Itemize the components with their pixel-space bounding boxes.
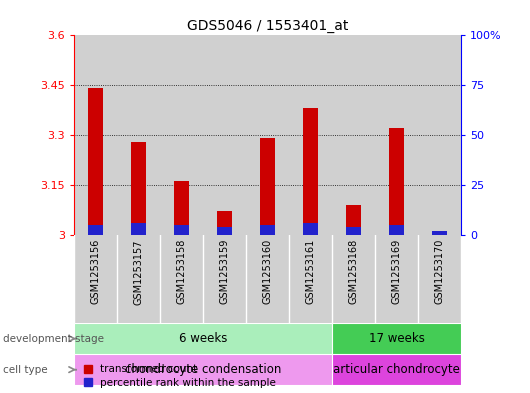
Bar [88, 225, 103, 235]
Bar [160, 35, 203, 235]
Bar [131, 141, 146, 235]
Bar [346, 227, 361, 235]
Bar [174, 225, 189, 235]
Title: GDS5046 / 1553401_at: GDS5046 / 1553401_at [187, 19, 348, 33]
Text: chondrocyte condensation: chondrocyte condensation [125, 363, 281, 376]
Bar [246, 35, 289, 235]
Bar [217, 227, 232, 235]
Bar [332, 323, 461, 354]
Text: GSM1253160: GSM1253160 [263, 239, 272, 304]
Bar [389, 129, 404, 235]
Bar [74, 323, 332, 354]
Bar [389, 225, 404, 235]
Text: GSM1253170: GSM1253170 [435, 239, 445, 305]
Bar [432, 231, 447, 235]
Bar [203, 35, 246, 235]
Bar [303, 223, 318, 235]
Bar [418, 35, 461, 235]
Bar [332, 35, 375, 235]
Text: 17 weeks: 17 weeks [369, 332, 425, 345]
Text: GSM1253156: GSM1253156 [91, 239, 101, 305]
Bar [74, 35, 117, 235]
Bar [131, 223, 146, 235]
Bar [174, 182, 189, 235]
Text: GSM1253169: GSM1253169 [392, 239, 402, 304]
Text: GSM1253161: GSM1253161 [306, 239, 316, 304]
Legend: transformed count, percentile rank within the sample: transformed count, percentile rank withi… [80, 360, 280, 392]
Bar [303, 108, 318, 235]
Bar [88, 88, 103, 235]
Text: GSM1253159: GSM1253159 [219, 239, 229, 305]
Text: GSM1253157: GSM1253157 [134, 239, 144, 305]
Bar [217, 211, 232, 235]
Bar [432, 231, 447, 235]
Text: GSM1253158: GSM1253158 [176, 239, 187, 305]
Bar [332, 354, 461, 385]
Text: GSM1253168: GSM1253168 [349, 239, 359, 304]
Bar [375, 35, 418, 235]
Bar [260, 225, 275, 235]
Bar [74, 354, 332, 385]
Bar [260, 138, 275, 235]
Text: articular chondrocyte: articular chondrocyte [333, 363, 460, 376]
Text: development stage: development stage [3, 334, 104, 343]
Bar [117, 35, 160, 235]
Bar [346, 205, 361, 235]
Text: 6 weeks: 6 weeks [179, 332, 227, 345]
Bar [289, 35, 332, 235]
Text: cell type: cell type [3, 365, 47, 375]
